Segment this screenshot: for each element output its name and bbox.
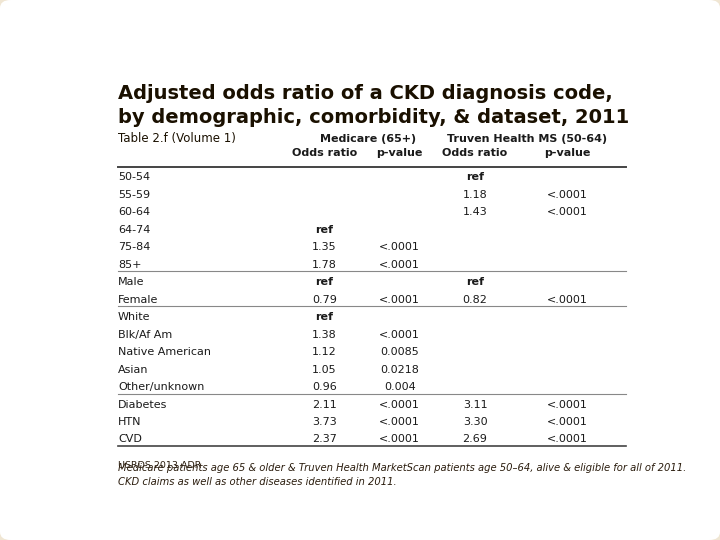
Text: <.0001: <.0001 [379, 260, 420, 270]
Text: 3.30: 3.30 [463, 417, 487, 427]
Text: 0.82: 0.82 [462, 295, 487, 305]
Text: p-value: p-value [544, 147, 590, 158]
Text: 0.79: 0.79 [312, 295, 337, 305]
Text: <.0001: <.0001 [546, 435, 588, 444]
Text: 64-74: 64-74 [118, 225, 150, 235]
Text: 1.43: 1.43 [463, 207, 487, 218]
Text: 2.37: 2.37 [312, 435, 337, 444]
Text: 2.69: 2.69 [462, 435, 487, 444]
Text: Medicare patients age 65 & older & Truven Health MarketScan patients age 50–64, : Medicare patients age 65 & older & Truve… [118, 463, 686, 472]
Text: 1.38: 1.38 [312, 330, 337, 340]
Text: 50-54: 50-54 [118, 172, 150, 183]
Text: 85+: 85+ [118, 260, 141, 270]
Text: 3.73: 3.73 [312, 417, 337, 427]
Text: CVD: CVD [118, 435, 142, 444]
Text: 2.11: 2.11 [312, 400, 337, 409]
Text: <.0001: <.0001 [546, 190, 588, 200]
Text: <.0001: <.0001 [379, 400, 420, 409]
Text: <.0001: <.0001 [379, 295, 420, 305]
Text: ref: ref [315, 225, 333, 235]
Text: 1.12: 1.12 [312, 347, 337, 357]
Text: <.0001: <.0001 [379, 330, 420, 340]
Text: <.0001: <.0001 [546, 400, 588, 409]
Text: by demographic, comorbidity, & dataset, 2011: by demographic, comorbidity, & dataset, … [118, 109, 629, 127]
Text: 60-64: 60-64 [118, 207, 150, 218]
Text: Table 2.f (Volume 1): Table 2.f (Volume 1) [118, 132, 235, 145]
Text: Native American: Native American [118, 347, 211, 357]
Text: <.0001: <.0001 [546, 207, 588, 218]
Text: 75-84: 75-84 [118, 242, 150, 252]
Text: <.0001: <.0001 [379, 242, 420, 252]
Text: 1.35: 1.35 [312, 242, 337, 252]
Text: p-value: p-value [377, 147, 423, 158]
Text: 0.96: 0.96 [312, 382, 337, 392]
Text: Odds ratio: Odds ratio [442, 147, 508, 158]
Text: Male: Male [118, 277, 145, 287]
Text: 0.0218: 0.0218 [380, 364, 419, 375]
Text: 0.004: 0.004 [384, 382, 415, 392]
Text: Adjusted odds ratio of a CKD diagnosis code,: Adjusted odds ratio of a CKD diagnosis c… [118, 84, 613, 103]
Text: Asian: Asian [118, 364, 148, 375]
Text: Other/unknown: Other/unknown [118, 382, 204, 392]
Text: Female: Female [118, 295, 158, 305]
Text: 55-59: 55-59 [118, 190, 150, 200]
Text: HTN: HTN [118, 417, 141, 427]
Text: ref: ref [466, 172, 484, 183]
Text: Blk/Af Am: Blk/Af Am [118, 330, 172, 340]
Text: Medicare (65+): Medicare (65+) [320, 134, 415, 144]
Text: ref: ref [466, 277, 484, 287]
Text: USRDS 2013 ADR: USRDS 2013 ADR [118, 461, 202, 470]
Text: 1.05: 1.05 [312, 364, 337, 375]
Text: 1.18: 1.18 [463, 190, 487, 200]
Text: Truven Health MS (50-64): Truven Health MS (50-64) [446, 134, 607, 144]
Text: White: White [118, 312, 150, 322]
Text: ref: ref [315, 312, 333, 322]
Text: 0.0085: 0.0085 [380, 347, 419, 357]
Text: <.0001: <.0001 [546, 295, 588, 305]
Text: ref: ref [315, 277, 333, 287]
Text: Odds ratio: Odds ratio [292, 147, 357, 158]
Text: Diabetes: Diabetes [118, 400, 167, 409]
Text: <.0001: <.0001 [379, 417, 420, 427]
Text: 3.11: 3.11 [463, 400, 487, 409]
Text: 1.78: 1.78 [312, 260, 337, 270]
Text: CKD claims as well as other diseases identified in 2011.: CKD claims as well as other diseases ide… [118, 477, 397, 487]
Text: <.0001: <.0001 [546, 417, 588, 427]
Text: <.0001: <.0001 [379, 435, 420, 444]
